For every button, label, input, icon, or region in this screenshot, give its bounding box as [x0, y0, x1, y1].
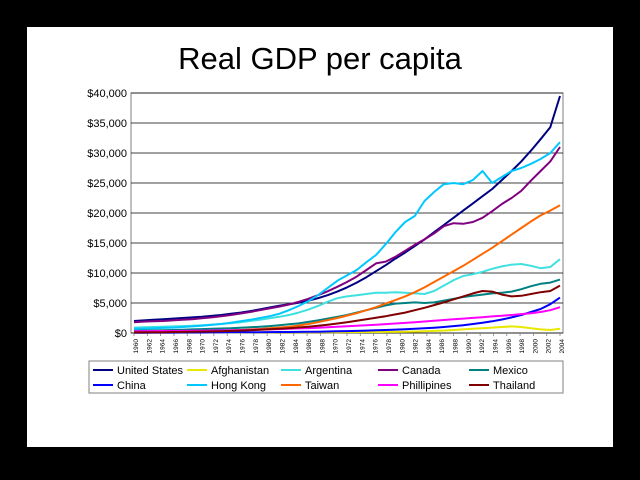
x-tick-label: 1982: [413, 339, 420, 354]
legend-label: United States: [117, 365, 184, 377]
y-tick-label: $10,000: [87, 268, 127, 280]
x-tick-label: 2004: [559, 339, 566, 354]
x-tick-label: 1960: [133, 339, 140, 354]
x-tick-label: 1980: [266, 339, 273, 354]
x-tick-label: 1970: [333, 339, 340, 354]
x-tick-label: 1986: [306, 339, 313, 354]
y-tick-label: $0: [115, 328, 127, 340]
x-tick-label: 1966: [173, 339, 180, 354]
y-tick-label: $30,000: [87, 148, 127, 160]
x-tick-label: 1988: [453, 339, 460, 354]
x-tick-label: 1994: [492, 339, 499, 354]
x-tick-label: 1988: [319, 339, 326, 354]
legend-label: Phillipines: [402, 380, 452, 392]
page-title: Real GDP per capita: [178, 41, 462, 76]
legend-box: [88, 360, 564, 394]
x-tick-label: 1962: [146, 339, 153, 354]
x-tick-label: 1978: [386, 339, 393, 354]
y-tick-labels: $0 $5,000 $10,000 $15,000 $20,000 $25,000 $30,…: [87, 88, 127, 340]
legend-label: Hong Kong: [211, 380, 266, 392]
x-tick-label: 1970: [200, 339, 207, 354]
legend: United States Afghanistan Argentina Canada M…: [88, 360, 564, 394]
x-tick-label: 1998: [519, 339, 526, 354]
x-tick-label: 1986: [439, 339, 446, 354]
x-tick-label: 1978: [253, 339, 260, 354]
y-tick-label: $20,000: [87, 208, 127, 220]
series-line-canada: [133, 146, 561, 324]
x-tick-label: 1982: [279, 339, 286, 354]
legend-label: Thailand: [493, 380, 535, 392]
line-chart: $0 $5,000 $10,000 $15,000 $20,000 $25,000 $30,…: [87, 88, 566, 394]
x-tick-label: 1990: [466, 339, 473, 354]
x-tick-label: 1992: [479, 339, 486, 354]
x-tick-label: 1968: [186, 339, 193, 354]
y-tick-label: $40,000: [87, 88, 127, 100]
x-tick-label: 1976: [373, 339, 380, 354]
x-tick-label: 1972: [346, 339, 353, 354]
legend-label: Taiwan: [305, 380, 339, 392]
legend-label: Argentina: [305, 365, 353, 377]
x-tick-label: 1996: [506, 339, 513, 354]
x-tick-label: 1984: [293, 339, 300, 354]
legend-label: China: [117, 380, 147, 392]
series-lines: [133, 95, 561, 334]
legend-label: Mexico: [493, 365, 528, 377]
y-tick-label: $5,000: [93, 298, 127, 310]
legend-label: Canada: [402, 365, 441, 377]
y-tick-label: $25,000: [87, 178, 127, 190]
x-tick-labels: 1960 1962 1964 1966 1968 1970 1972 1974 1976 1978…: [133, 333, 566, 353]
legend-label: Afghanistan: [211, 365, 269, 377]
series-line-thailand: [133, 284, 561, 334]
x-tick-label: 1974: [226, 339, 233, 354]
y-tick-label: $15,000: [87, 238, 127, 250]
series-line-united-states: [133, 95, 561, 322]
x-tick-label: 2000: [532, 339, 539, 354]
series-line-hong-kong: [133, 141, 561, 330]
x-tick-label: 1974: [359, 339, 366, 354]
x-tick-label: 1984: [426, 339, 433, 354]
x-tick-label: 2002: [546, 339, 553, 354]
x-tick-label: 1964: [160, 339, 167, 354]
slide: Real GDP per capita $0 $5,000 $10,000 $15,0…: [27, 27, 613, 447]
x-tick-label: 1972: [213, 339, 220, 354]
x-tick-label: 1980: [399, 339, 406, 354]
x-tick-label: 1976: [240, 339, 247, 354]
y-tick-label: $35,000: [87, 118, 127, 130]
